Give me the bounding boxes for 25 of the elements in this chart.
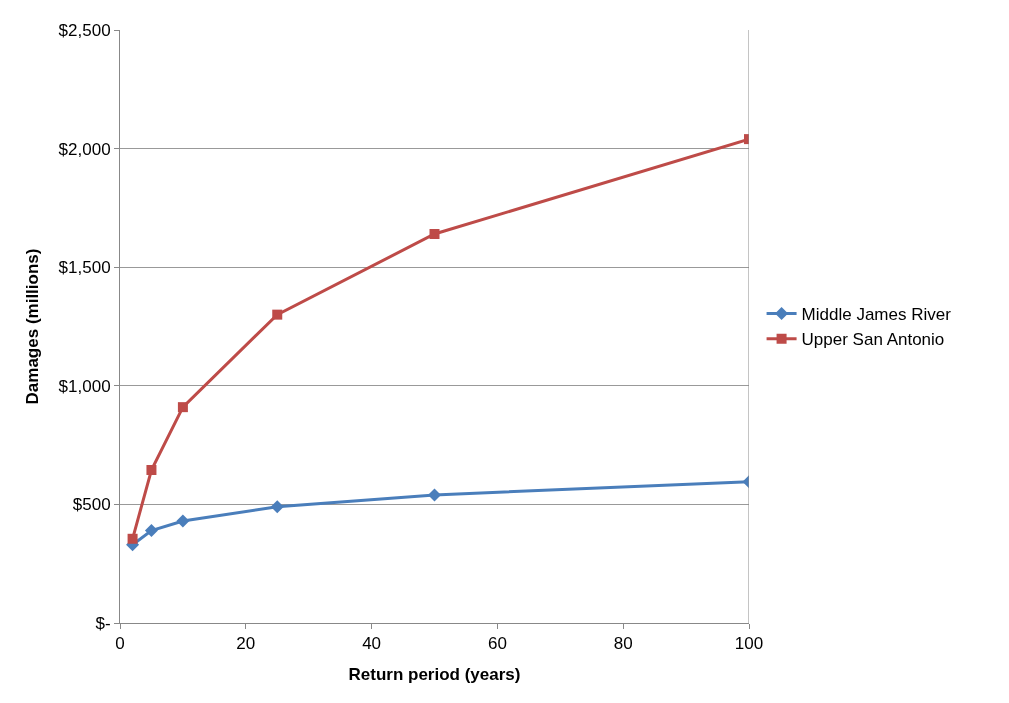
x-tick-label: 60 — [487, 634, 507, 654]
y-tick-label: $500 — [72, 495, 111, 515]
point — [146, 465, 157, 476]
y-tick-label: $2,000 — [58, 139, 111, 159]
point — [127, 533, 138, 544]
point — [177, 402, 188, 413]
x-tick-label: 0 — [115, 634, 125, 654]
y-axis-title: Damages (millions) — [23, 248, 43, 405]
y-tick-label: $1,000 — [58, 376, 111, 396]
legend-label: Middle James River — [801, 305, 952, 325]
point — [272, 309, 283, 320]
x-tick-label: 40 — [362, 634, 382, 654]
point — [176, 514, 190, 528]
point — [429, 228, 440, 239]
x-tick-label: 80 — [613, 634, 633, 654]
x-tick-label: 20 — [236, 634, 256, 654]
legend-label: Upper San Antonio — [801, 330, 945, 350]
y-tick-label: $2,500 — [58, 20, 111, 40]
x-axis-title: Return period (years) — [348, 664, 521, 684]
point — [270, 500, 284, 514]
y-tick-label: $1,500 — [58, 258, 111, 278]
x-tick-label: 100 — [734, 634, 764, 654]
point — [144, 523, 158, 537]
point — [428, 488, 441, 502]
y-tick-label: $- — [95, 613, 111, 633]
